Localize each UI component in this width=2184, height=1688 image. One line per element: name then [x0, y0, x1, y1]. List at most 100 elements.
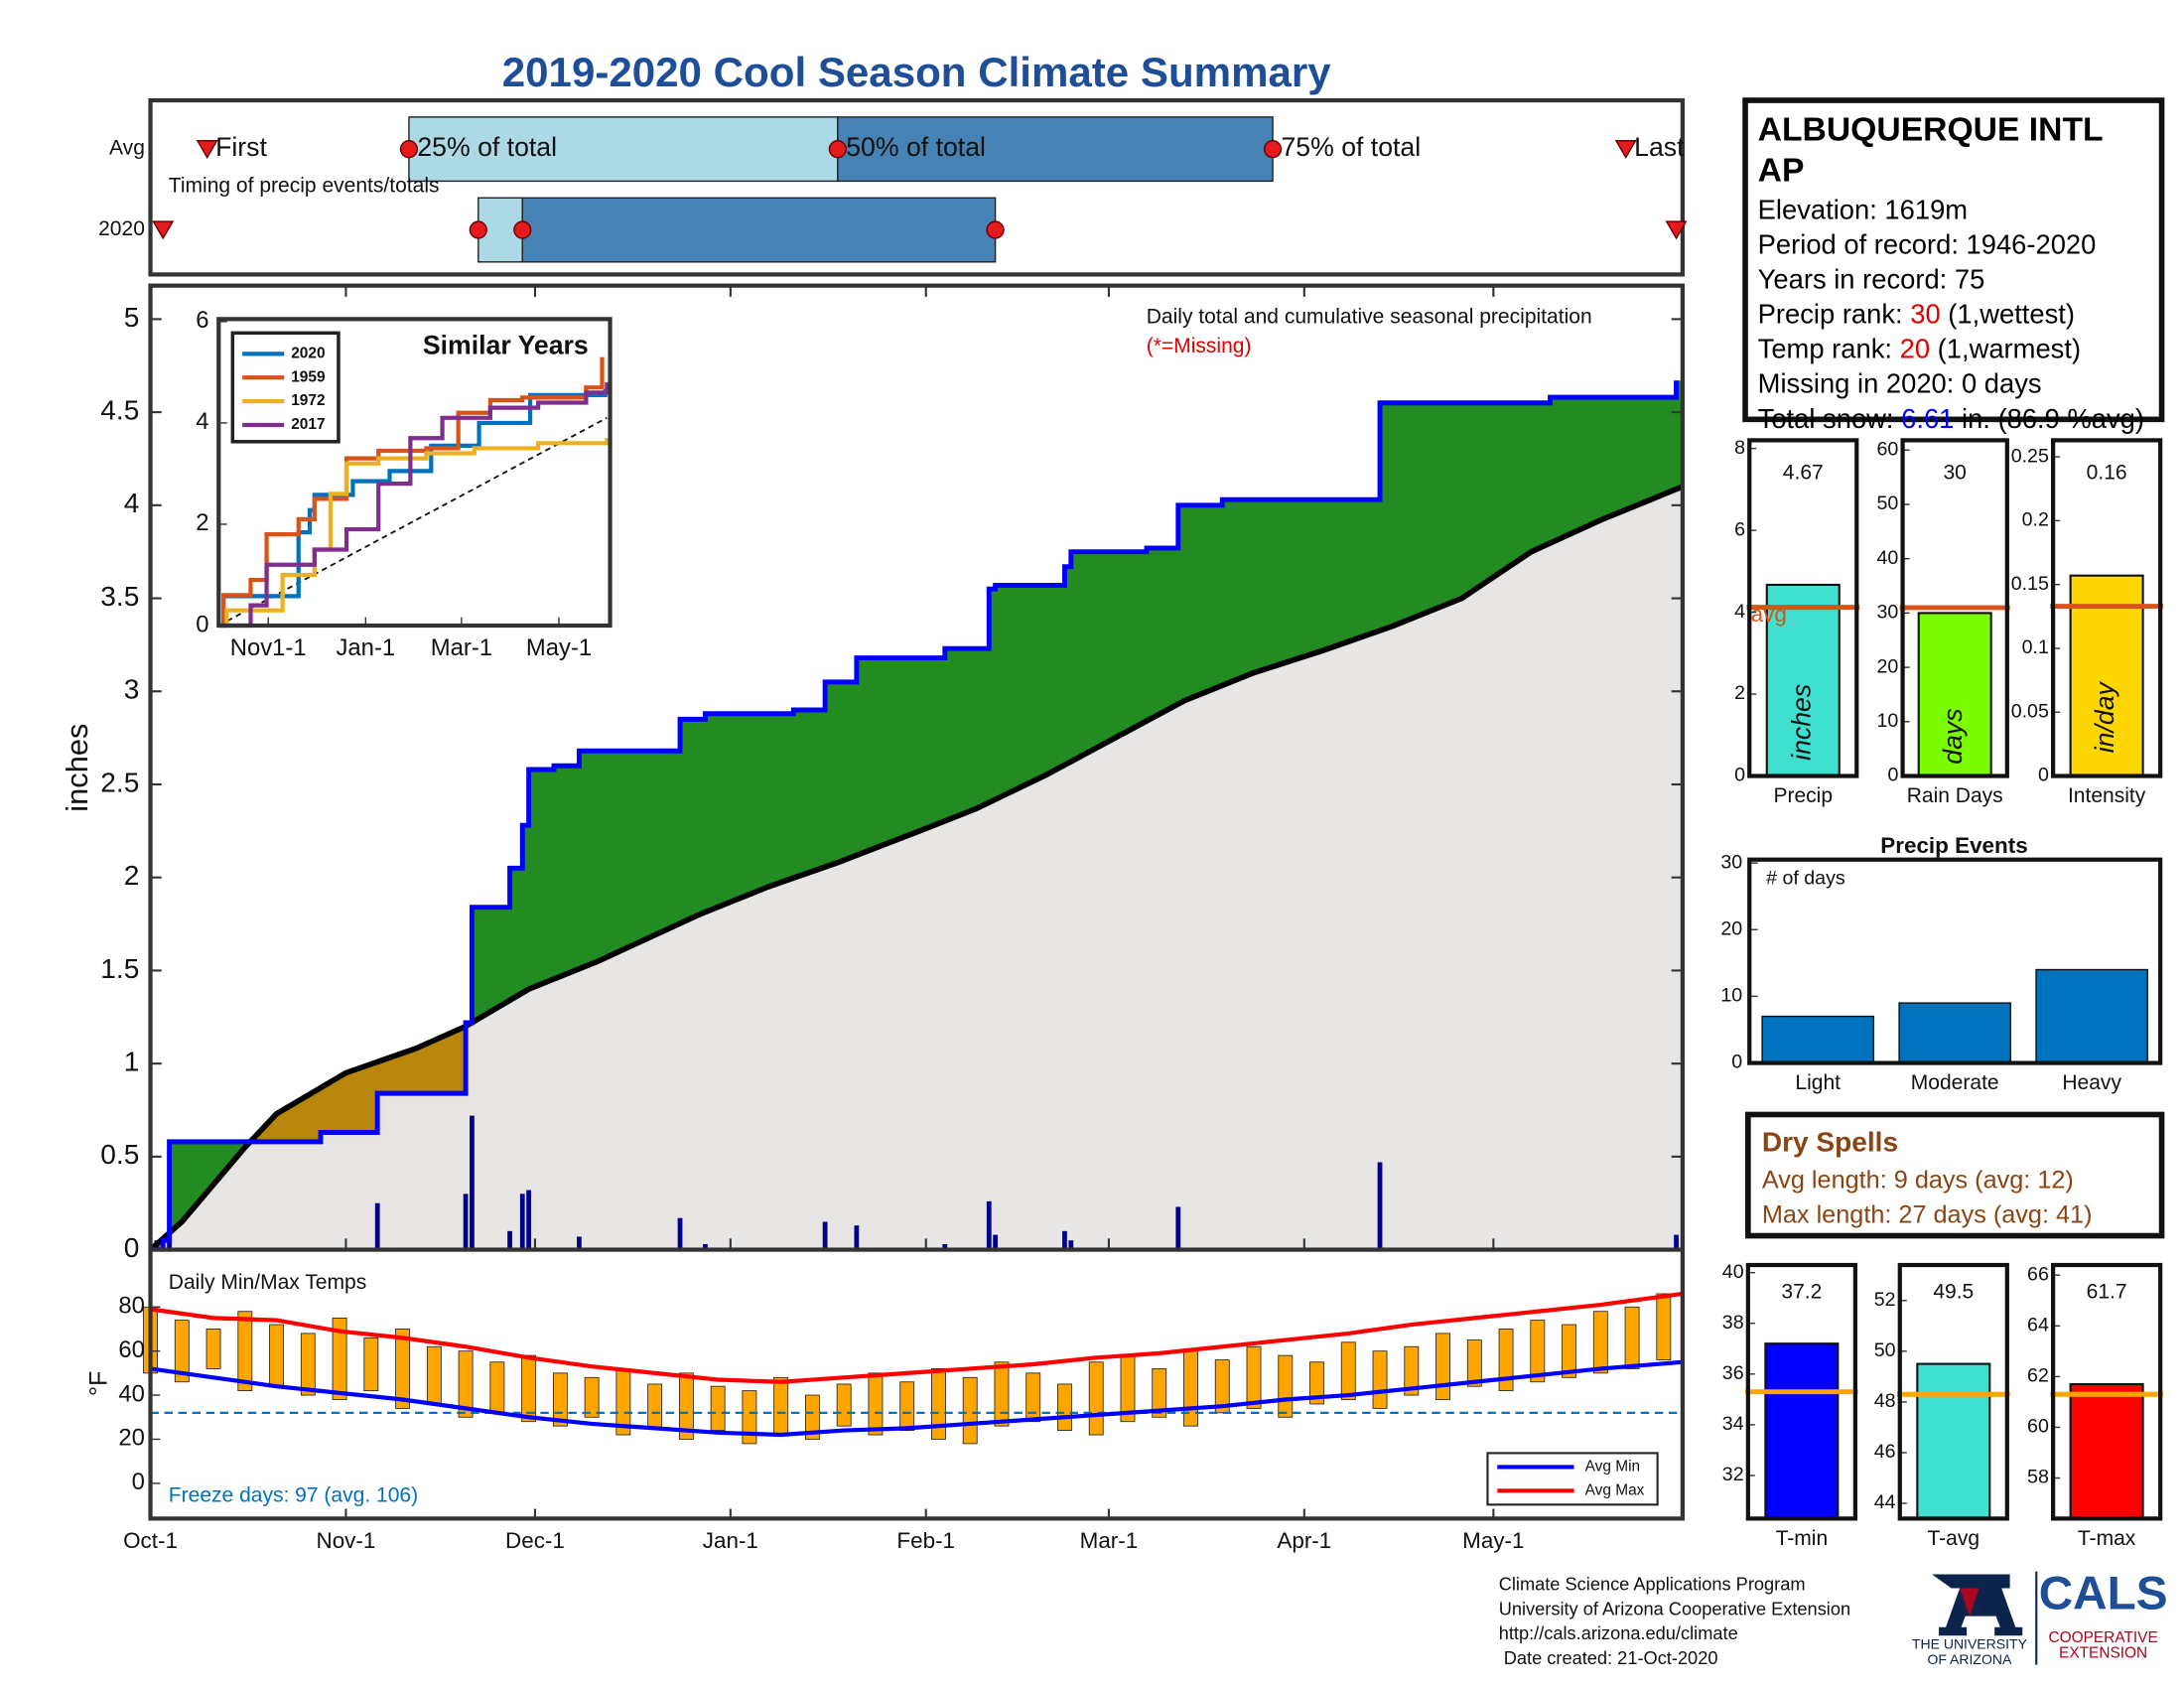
summary-bar	[1916, 1362, 1991, 1520]
temp-range-bar	[426, 1345, 442, 1405]
dry-spells-line: Max length: 27 days (avg: 41)	[1762, 1201, 2093, 1229]
daily-precip-bar	[942, 1243, 948, 1250]
temp-range-bar	[458, 1350, 474, 1418]
summary-bar	[1765, 583, 1841, 777]
quartile-box	[521, 197, 997, 263]
temp-range-bar	[1057, 1383, 1072, 1431]
temp-range-bar	[521, 1354, 537, 1423]
y-tick-label: 44	[1874, 1491, 1896, 1513]
footer-line: Climate Science Applications Program	[1499, 1574, 1806, 1595]
avg-temp-line	[150, 1359, 1684, 1438]
temp-range-bar	[1562, 1324, 1577, 1378]
temp-range-bar	[363, 1336, 379, 1392]
y-tick-label: 36	[1722, 1362, 1744, 1384]
similar-year-line	[218, 382, 610, 629]
x-tick-label: Jan-1	[703, 1528, 758, 1553]
events-frame	[1747, 857, 2163, 1065]
y-tick-label: 60	[2027, 1416, 2049, 1438]
station-text-part: (1,warmest)	[1930, 334, 2082, 365]
avg-label: avg	[1751, 602, 1787, 627]
daily-precip-bar	[993, 1234, 998, 1250]
temp-range-bar	[1372, 1350, 1388, 1409]
y-tick-label: 2.5	[100, 767, 139, 797]
station-text-part: (1,wettest)	[1940, 299, 2076, 331]
x-tick-label: Light	[1795, 1071, 1841, 1094]
temps-frame	[148, 1247, 1686, 1521]
average-cumulative-line	[148, 484, 1684, 1252]
marker-label: Last	[1634, 132, 1685, 162]
temp-range-bar	[804, 1394, 820, 1440]
temp-y-tick-label: 20	[118, 1425, 145, 1452]
temp-range-bar	[836, 1383, 852, 1427]
x-tick-label: Heavy	[2062, 1071, 2121, 1094]
event-marker	[1665, 220, 1688, 240]
logo-a	[1932, 1574, 2023, 1636]
daily-precip-bar	[519, 1194, 525, 1250]
inset-x-tick-label: Mar-1	[431, 634, 492, 661]
station-box	[1742, 97, 2165, 423]
daily-precip-bar	[822, 1221, 828, 1250]
y-tick-label: 4	[1734, 601, 1745, 623]
station-text: ALBUQUERQUE INTL AP Elevation: 1619m Perio…	[1758, 110, 2155, 438]
daily-precip-bar	[507, 1230, 512, 1250]
footer-line: University of Arizona Cooperative Extens…	[1499, 1598, 1850, 1618]
temp-range-bar	[1592, 1311, 1608, 1374]
y-tick-label: 5	[124, 302, 140, 333]
temp-range-bar	[1246, 1345, 1262, 1409]
y-tick-label: 50	[1877, 492, 1899, 514]
panel-frame	[1897, 1262, 2009, 1521]
panel-frame	[1747, 438, 1859, 778]
panel-frame	[1900, 438, 2009, 778]
station-line: Temp rank: 20 (1,warmest)	[1758, 333, 2155, 367]
inset-x-tick-label: Nov1-1	[230, 634, 307, 661]
y-tick-label: 66	[2027, 1263, 2049, 1285]
y-tick-label: 0	[1734, 765, 1745, 786]
x-tick-label: May-1	[1462, 1528, 1524, 1553]
y-tick-label: 3	[124, 674, 140, 705]
y-tick-label: 6	[1734, 518, 1745, 540]
row-label: Avg	[109, 137, 145, 160]
temp-range-bar	[931, 1368, 946, 1440]
similar-year-line	[218, 438, 610, 629]
temp-range-bar	[1466, 1339, 1482, 1387]
station-text-part: Period of record: 1946-2020	[1757, 229, 2097, 261]
y-tick-label: 0	[1887, 765, 1898, 786]
y-tick-label: 50	[1874, 1339, 1896, 1361]
temp-range-bar	[1624, 1306, 1640, 1369]
temp-range-bar	[1183, 1350, 1198, 1427]
y-tick-label: 0.15	[2011, 573, 2049, 595]
logo-text: OF ARIZONA	[1927, 1651, 2012, 1667]
y-tick-label: 4.5	[100, 395, 139, 426]
temp-range-bar	[269, 1324, 284, 1387]
temp-range-bar	[1214, 1359, 1230, 1414]
x-tick-label: Moderate	[1911, 1071, 1999, 1094]
daily-precip-bar	[703, 1243, 708, 1250]
legend-label: Avg Max	[1585, 1481, 1645, 1498]
temp-range-bar	[773, 1376, 789, 1436]
inset-frame	[216, 317, 613, 629]
dry-spells-title: Dry Spells	[1762, 1126, 1898, 1157]
station-line: Precip rank: 30 (1,wettest)	[1758, 298, 2155, 333]
daily-precip-bar	[1377, 1162, 1383, 1250]
y-tick-label: 46	[1874, 1441, 1896, 1463]
y-tick-label: 10	[1877, 710, 1899, 732]
footer-line: http://cals.arizona.edu/climate	[1499, 1622, 1738, 1643]
temp-range-bar	[1309, 1361, 1324, 1405]
temp-range-bar	[962, 1376, 978, 1445]
daily-precip-bar	[526, 1190, 531, 1250]
station-text-part: Total snow:	[1757, 403, 1902, 435]
y-tick-label: 20	[1720, 917, 1742, 939]
events-note: # of days	[1766, 868, 1845, 890]
legend-label: Avg Min	[1585, 1459, 1640, 1476]
quartile-marker	[469, 220, 487, 239]
x-tick-label: Oct-1	[123, 1528, 178, 1553]
y-tick-label: 8	[1734, 437, 1745, 459]
marker-label: First	[215, 132, 267, 162]
summary-bar	[1764, 1342, 1840, 1520]
station-text-part: Elevation: 1619m	[1757, 195, 1969, 226]
quartile-marker	[513, 220, 532, 239]
quartile-marker	[986, 220, 1005, 239]
logo-text: COOPERATIVE	[2048, 1629, 2157, 1646]
temps-caption: Daily Min/Max Temps	[169, 1271, 366, 1294]
